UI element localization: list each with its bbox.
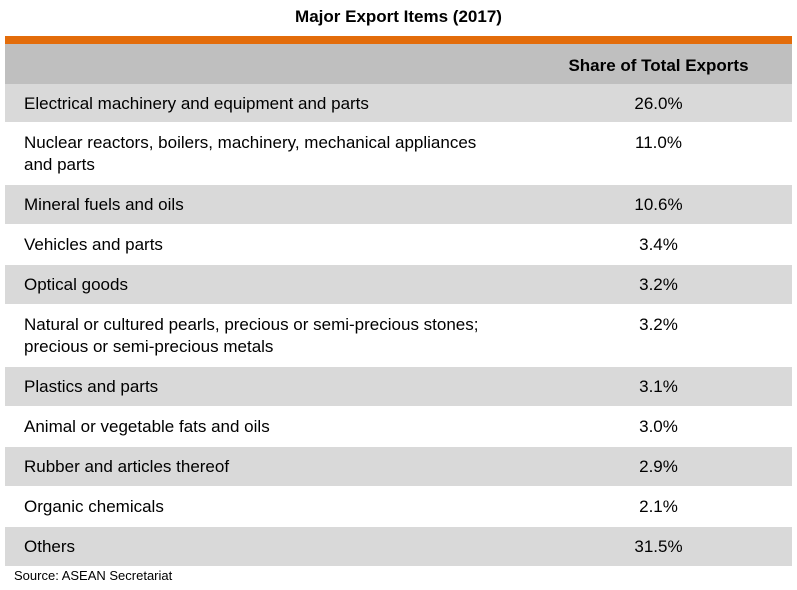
item-share: 26.0% [634, 94, 683, 113]
table-row: Electrical machinery and equipment and p… [5, 84, 792, 123]
item-share: 2.9% [639, 457, 678, 476]
item-share: 3.2% [639, 275, 678, 294]
table-row: Organic chemicals 2.1% [5, 487, 792, 527]
accent-bar [5, 36, 792, 44]
item-name: Electrical machinery and equipment and p… [24, 94, 369, 113]
item-name: Animal or vegetable fats and oils [24, 417, 270, 436]
item-name: Plastics and parts [24, 377, 159, 396]
item-share: 10.6% [634, 195, 683, 214]
item-name: Others [24, 537, 76, 556]
item-name: Natural or cultured pearls, precious or … [24, 315, 479, 356]
source-note: Source: ASEAN Secretariat [14, 568, 173, 583]
table-row: Rubber and articles thereof 2.9% [5, 447, 792, 487]
item-share: 3.2% [639, 315, 678, 334]
item-name: Nuclear reactors, boilers, machinery, me… [24, 133, 477, 174]
table-title: Major Export Items (2017) [295, 7, 502, 26]
item-share: 11.0% [635, 133, 682, 152]
table-row: Nuclear reactors, boilers, machinery, me… [5, 123, 792, 185]
item-share: 3.1% [639, 377, 678, 396]
item-name: Vehicles and parts [24, 235, 163, 254]
column-header-share: Share of Total Exports [568, 56, 749, 75]
table-row: Plastics and parts 3.1% [5, 367, 792, 407]
table-row: Optical goods 3.2% [5, 265, 792, 305]
table-row: Vehicles and parts 3.4% [5, 225, 792, 265]
item-name: Rubber and articles thereof [24, 457, 230, 476]
item-name: Mineral fuels and oils [24, 195, 184, 214]
item-name: Optical goods [24, 275, 128, 294]
item-share: 3.4% [639, 235, 678, 254]
item-share: 31.5% [634, 537, 683, 556]
export-items-table: Share of Total Exports Electrical machin… [5, 44, 792, 567]
item-share: 3.0% [639, 417, 678, 436]
table-row: Mineral fuels and oils 10.6% [5, 185, 792, 225]
item-name: Organic chemicals [24, 497, 164, 516]
table-row: Natural or cultured pearls, precious or … [5, 305, 792, 367]
table-header-row: Share of Total Exports [5, 44, 792, 84]
table-row: Animal or vegetable fats and oils 3.0% [5, 407, 792, 447]
item-share: 2.1% [639, 497, 678, 516]
table-row: Others 31.5% [5, 527, 792, 567]
